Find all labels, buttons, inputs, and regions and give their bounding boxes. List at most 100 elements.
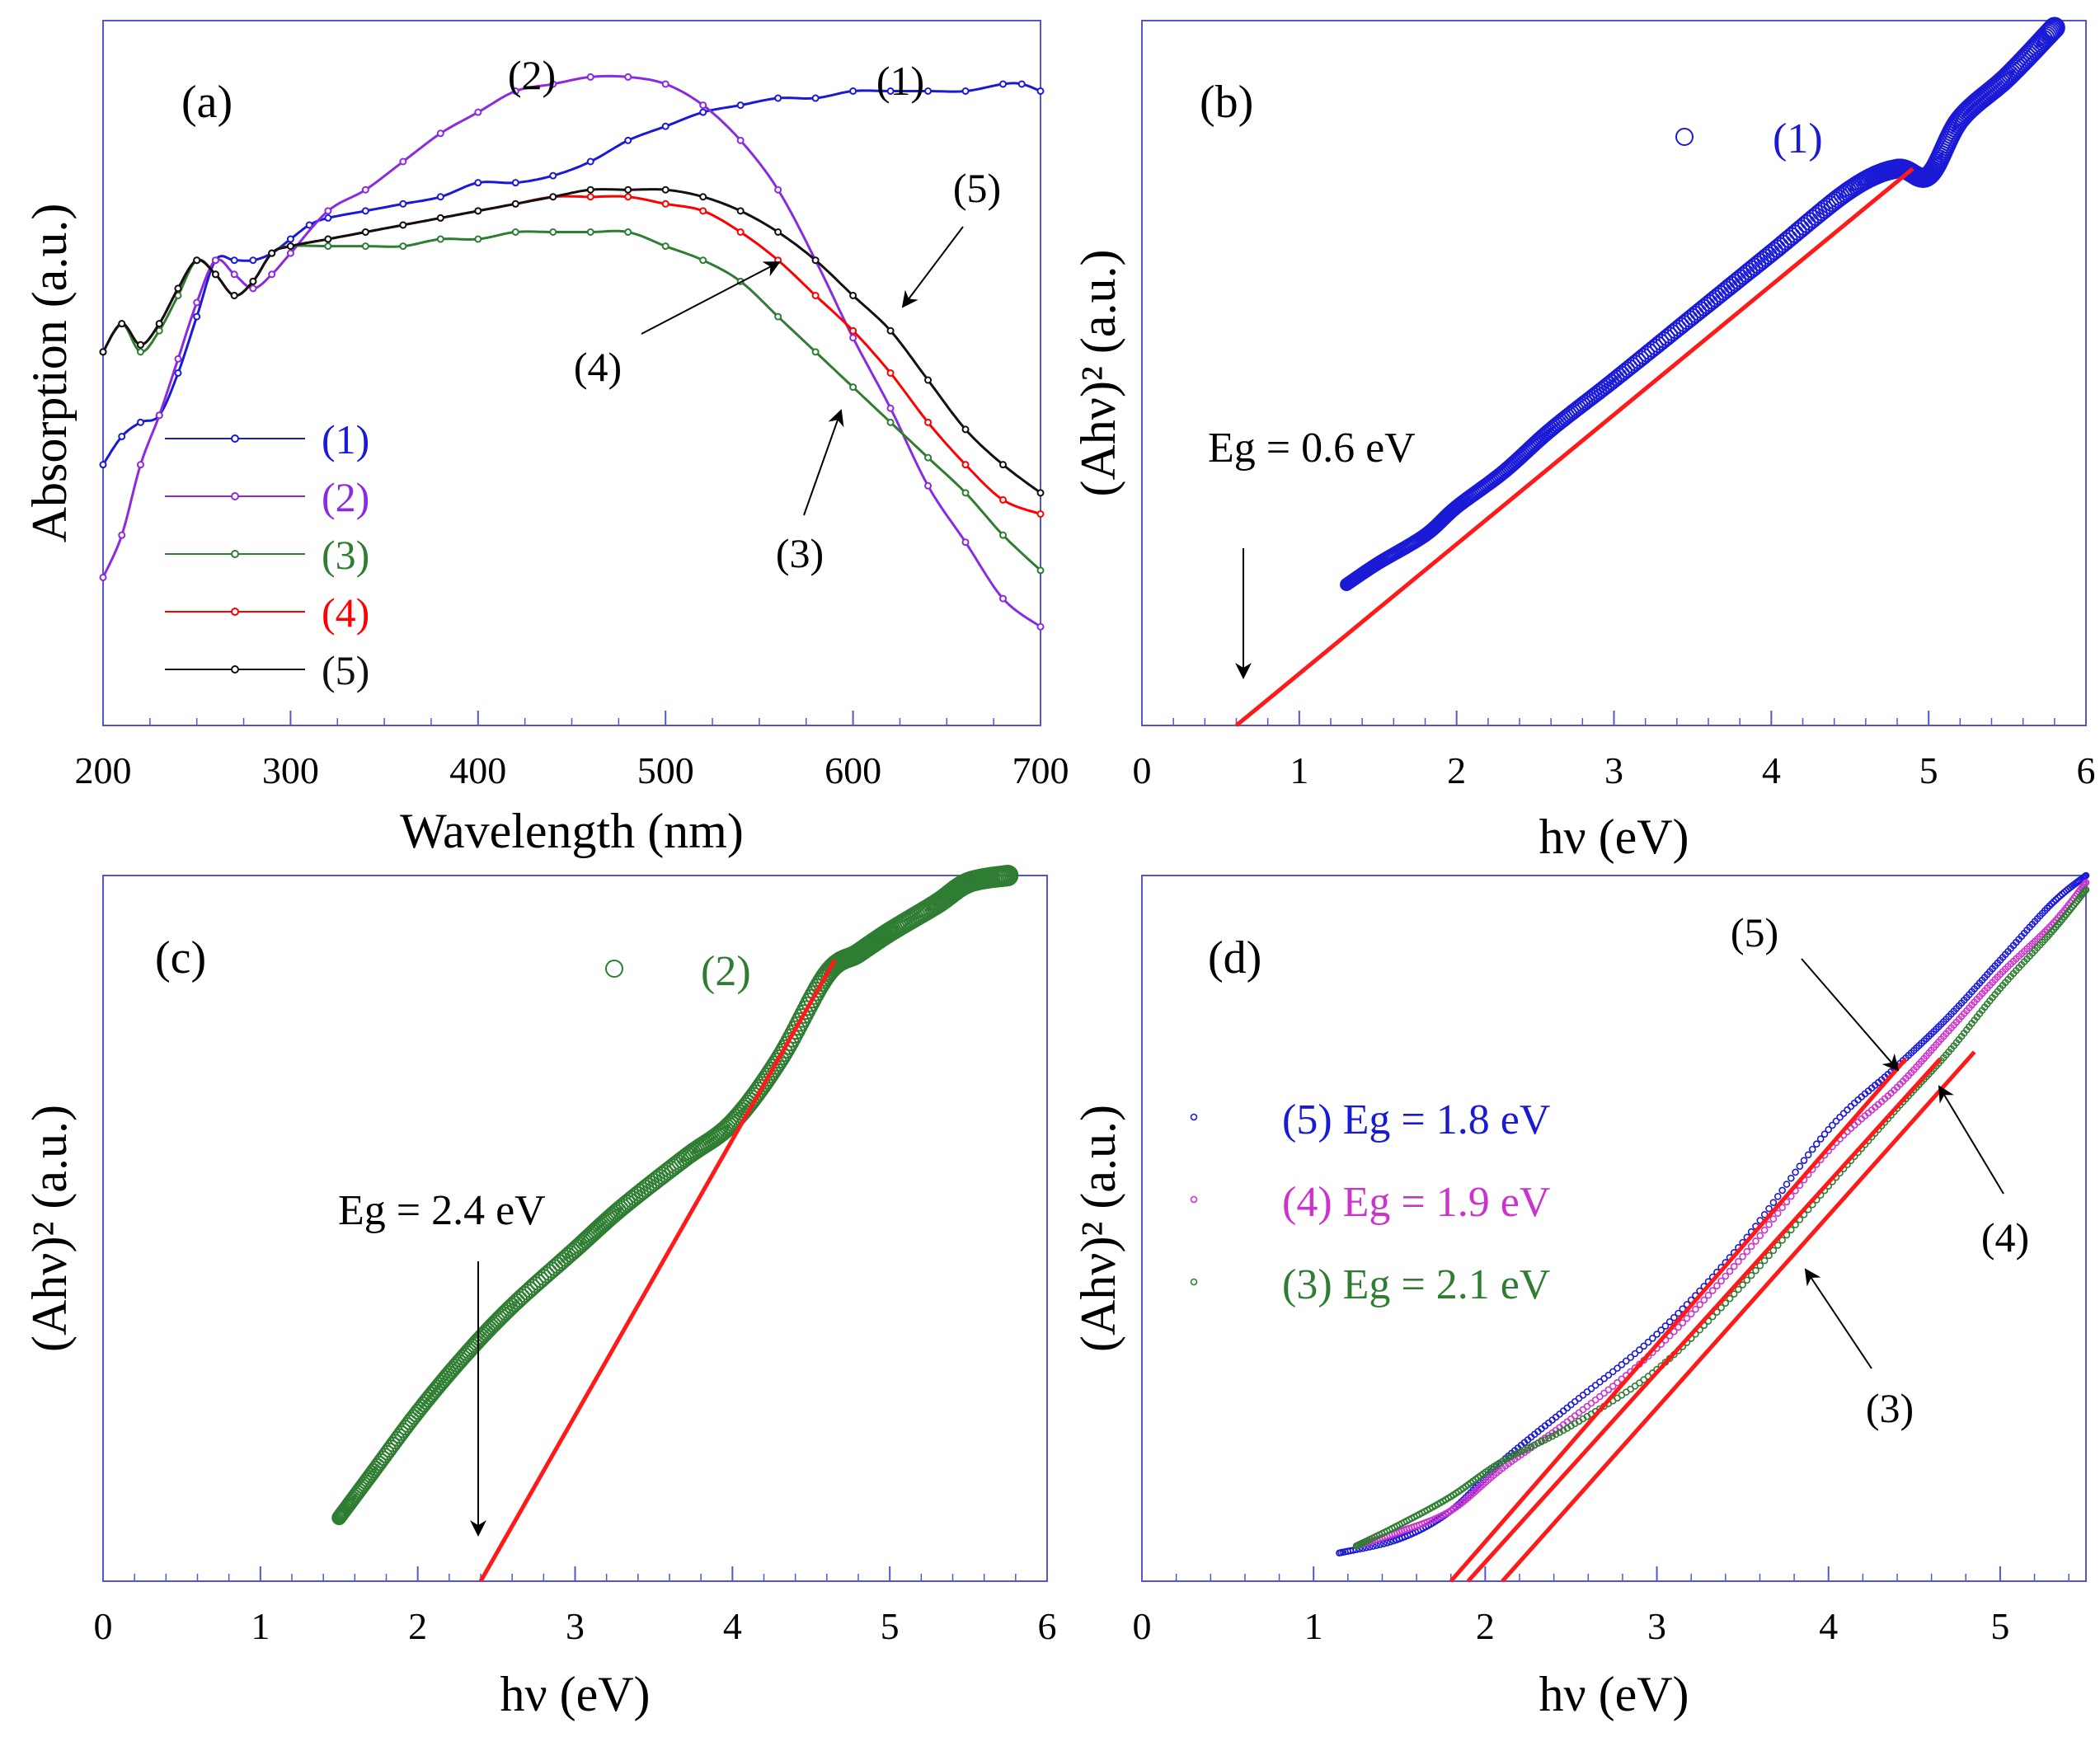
series-1-point [436,193,444,201]
x-tick-label: 5 [1919,749,1938,791]
x-tick-label: 300 [262,749,319,791]
annotation-5: (5) [953,165,1001,211]
series-5-point [1036,489,1045,497]
panel-label: (d) [1208,932,1261,984]
panel-label: (c) [155,932,206,984]
series-4-point [1739,1252,1746,1260]
series-4-point [1752,1237,1759,1245]
x-tick-label: 1 [1304,1605,1323,1647]
series-5-point [193,256,201,265]
legend-marker [605,960,623,978]
x-axis-label: hν (eV) [1539,1667,1689,1721]
series-4-point [1604,1386,1613,1394]
x-tick-label: 6 [2077,749,2096,791]
series-2-point [661,80,669,88]
x-tick-label: 1 [251,1605,270,1647]
series-5-point [699,193,707,201]
series-3-point [1636,1379,1643,1387]
series-3-point [549,228,557,236]
series-5-point [1604,1371,1613,1379]
series-4-point [1760,1226,1769,1234]
series-2-point [174,354,182,363]
series-5-point [1832,1117,1840,1125]
series-3-point [999,531,1008,539]
series-5-point [286,242,294,251]
series-5-point [811,256,820,265]
series-4-point [1596,1392,1604,1401]
series-3-point [849,383,857,392]
series-1-point [774,94,782,102]
series-1-point [886,87,895,95]
x-tick-label: 400 [449,749,506,791]
annotation-4: (4) [1981,1214,2029,1260]
series-4-point [1773,1209,1782,1217]
series-2-point [586,73,594,81]
series-1-point [661,122,669,130]
series-4-point [924,418,933,426]
series-2-point [361,185,369,194]
series-1-point [699,108,707,116]
series-1-point [924,87,933,95]
series-4-point [1614,1378,1621,1387]
series-5-point [1389,1537,1398,1545]
fit-line-4 [1466,1057,1942,1583]
series-3-point [586,228,594,236]
series-3-point [1752,1266,1759,1275]
series-4-point [1591,1396,1600,1404]
series-5-point [1657,1326,1665,1334]
series-2-point [1036,622,1045,631]
series-4-point [1756,1232,1764,1240]
series-3-point [1717,1303,1725,1312]
series-1-point [586,157,594,166]
series-5-point [1773,1193,1782,1200]
data-point [2042,17,2065,40]
series-2-point [549,80,557,88]
legend-label-1: (4) Eg = 1.9 eV [1282,1179,1550,1226]
x-tick-label: 2 [1447,749,1466,791]
series-2-point [99,573,107,581]
series-1-point [511,179,519,187]
annotation-3: (3) [1866,1385,1914,1431]
series-4-point [1778,1204,1786,1212]
series-5-point [1816,1135,1825,1143]
series-3-point [1541,1436,1549,1444]
x-tick-label: 0 [94,1605,113,1647]
data-point [402,1414,418,1430]
x-tick-label: 200 [75,749,132,791]
legend-label-5: (5) [322,647,369,693]
series-2-point [624,73,632,81]
series-2-point [774,185,782,194]
data-point [495,1306,512,1323]
panel-label: (a) [181,77,233,128]
series-5-point [1587,1385,1595,1392]
series-1-point [736,101,745,110]
series-4-point [1609,1383,1617,1390]
series-5-point [1792,1168,1799,1176]
series-5-point [474,207,482,215]
series-5-point [586,185,594,194]
series-5-point [211,270,219,279]
series-5-point [1653,1331,1661,1338]
series-5-point [1644,1338,1652,1346]
panel-d-frame [1141,875,2087,1582]
series-5-point [1386,1537,1394,1546]
series-5-point [1675,1309,1682,1317]
y-axis-label: (Ahν)² (a.u.) [1071,1105,1125,1352]
series-5-point [230,291,238,299]
series-4-point [1730,1262,1738,1270]
series-5-point [155,320,163,328]
series-3-point [474,235,482,243]
series-4-point [1687,1310,1695,1317]
series-1-point [174,369,182,377]
series-5-point [1661,1322,1670,1330]
series-1-point [999,80,1008,88]
series-5-point [1788,1174,1795,1182]
series-2-point [849,334,857,342]
legend-label-3: (3) [322,532,369,578]
series-3-point [1524,1444,1532,1452]
series-5-point [1829,1121,1836,1129]
series-5-point [1820,1130,1829,1138]
x-tick-label: 0 [1133,1605,1152,1647]
x-tick-label: 4 [1819,1605,1838,1647]
